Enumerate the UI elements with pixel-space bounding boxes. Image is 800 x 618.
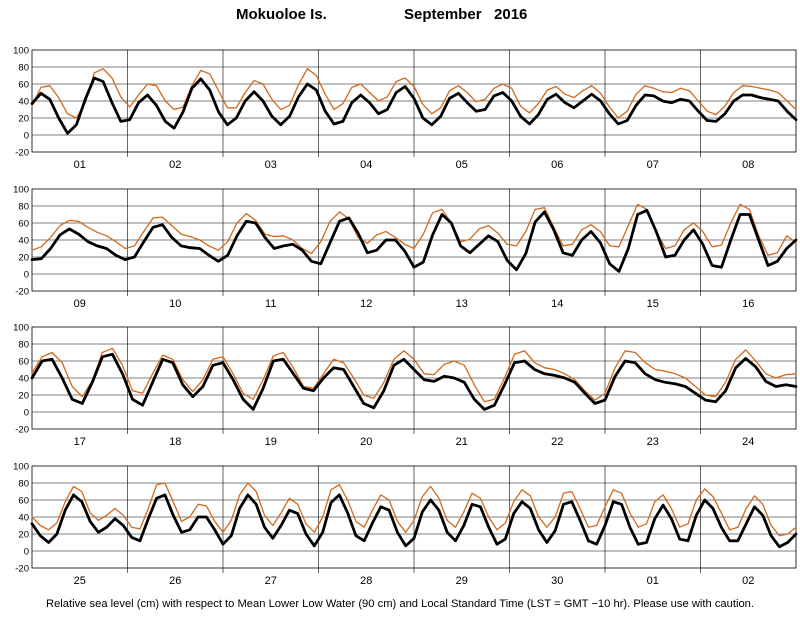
panel-4-x-label: 02 [742, 575, 754, 587]
panel-1-y-tick-label: 0 [24, 131, 29, 142]
panel-4-x-label: 29 [456, 575, 468, 587]
panel-3-x-label: 20 [360, 436, 372, 448]
panel-4-x-label: 26 [169, 575, 181, 587]
panel-1-y-tick-label: 60 [18, 80, 29, 91]
panel-1-predicted-line [30, 76, 798, 135]
panel-3-x-label: 18 [169, 436, 181, 448]
panel-2-x-label: 16 [742, 298, 754, 310]
panel-1-y-tick-label: 100 [13, 46, 29, 57]
panel-1-x-label: 03 [265, 159, 277, 171]
panel-4-y-tick-label: 0 [24, 547, 29, 558]
panel-3-y-tick-label: 60 [18, 357, 29, 368]
panel-1-observed-line [31, 68, 797, 119]
panel-4-predicted-line [30, 493, 798, 549]
panel-3-predicted-line [30, 352, 798, 411]
panel-3-x-label: 17 [74, 436, 86, 448]
panel-1-x-label: 01 [74, 159, 86, 171]
panel-2-x-label: 13 [456, 298, 468, 310]
panel-1-y-tick-label: -20 [15, 148, 29, 159]
station-name: Mokuoloe Is. [236, 6, 327, 23]
panel-3-observed-line [31, 347, 797, 403]
footer-note: Relative sea level (cm) with respect to … [45, 598, 755, 610]
panel-1-y-tick-label: 40 [18, 97, 29, 108]
panel-2-y-tick-label: 80 [18, 202, 29, 213]
panel-2-x-label: 11 [265, 298, 276, 310]
panel-3-x-label: 22 [551, 436, 563, 448]
panel-1-x-label: 02 [169, 159, 181, 171]
panel-2-x-label: 10 [169, 298, 181, 310]
panel-4-x-label: 01 [647, 575, 659, 587]
panel-3-y-tick-label: 80 [18, 340, 29, 351]
panel-4-y-tick-label: 80 [18, 479, 29, 490]
panel-4-x-label: 25 [74, 575, 86, 587]
panel-4-x-label: 27 [265, 575, 277, 587]
panel-3-x-label: 24 [742, 436, 754, 448]
panel-2-y-tick-label: 20 [18, 253, 29, 264]
month-year: September 2016 [404, 6, 528, 23]
panel-2-x-label: 12 [360, 298, 372, 310]
panel-4-x-label: 30 [551, 575, 563, 587]
panel-2-y-tick-label: 100 [13, 185, 29, 196]
panel-3-y-tick-label: 100 [13, 323, 29, 334]
panel-1-y-tick-label: 20 [18, 114, 29, 125]
chart-title: Mokuoloe Is. September 2016 [0, 6, 800, 28]
panel-1-x-label: 08 [742, 159, 754, 171]
panel-3-x-label: 19 [265, 436, 277, 448]
panel-1-x-label: 05 [456, 159, 468, 171]
panel-2-x-label: 09 [74, 298, 86, 310]
panel-1-y-tick-label: 80 [18, 63, 29, 74]
panel-4-x-label: 28 [360, 575, 372, 587]
panel-3-x-label: 21 [456, 436, 468, 448]
panel-3-x-label: 23 [647, 436, 659, 448]
panel-1-x-label: 07 [647, 159, 659, 171]
panel-2-y-tick-label: 40 [18, 236, 29, 247]
panel-3-y-tick-label: 0 [24, 408, 29, 419]
panel-2-predicted-line [30, 208, 798, 273]
panel-2-observed-line [31, 203, 797, 256]
panel-1-x-label: 04 [360, 159, 372, 171]
panel-2-y-tick-label: 0 [24, 270, 29, 281]
panel-2-y-tick-label: 60 [18, 219, 29, 230]
panel-2-x-label: 15 [647, 298, 659, 310]
panel-4-y-tick-label: 40 [18, 513, 29, 524]
panel-3-y-tick-label: -20 [15, 425, 29, 436]
panel-2-y-tick-label: -20 [15, 287, 29, 298]
panel-1-x-label: 06 [551, 159, 563, 171]
panel-2-x-label: 14 [551, 298, 563, 310]
panel-4-y-tick-label: 100 [13, 462, 29, 473]
panel-4-observed-line [31, 482, 797, 537]
panel-4-y-tick-label: 60 [18, 496, 29, 507]
panel-4-y-tick-label: 20 [18, 530, 29, 541]
panel-3-y-tick-label: 40 [18, 374, 29, 385]
panel-4-y-tick-label: -20 [15, 564, 29, 575]
panel-3-y-tick-label: 20 [18, 391, 29, 402]
